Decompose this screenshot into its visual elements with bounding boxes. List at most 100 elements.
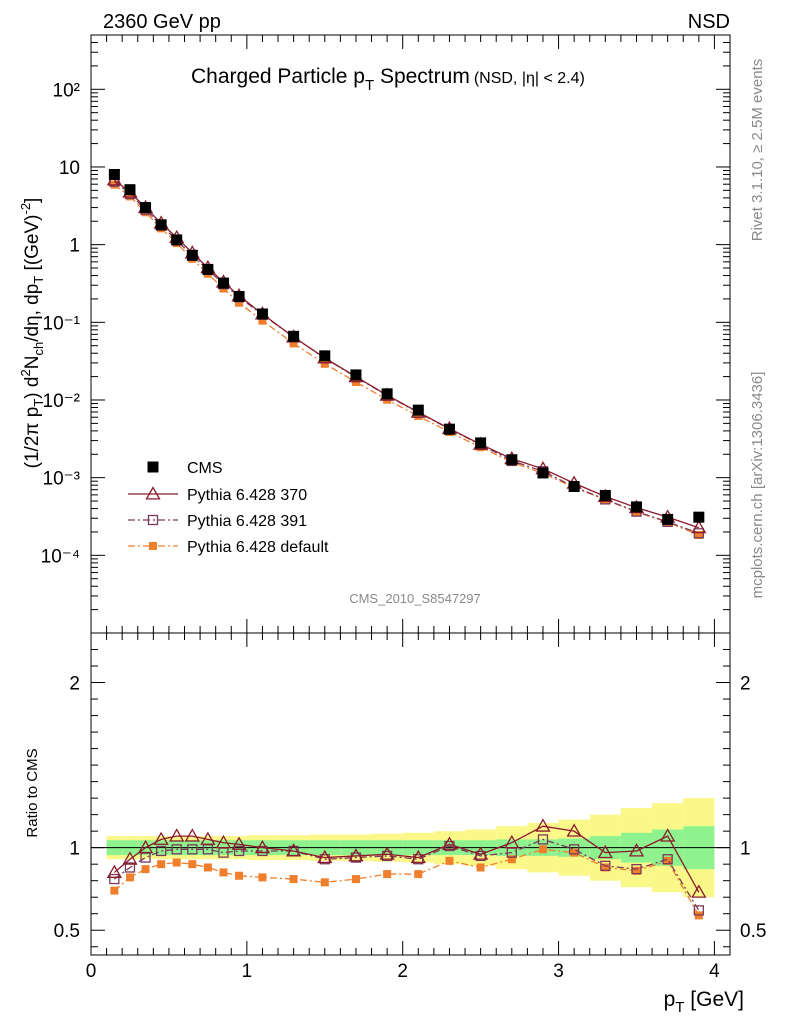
lower-series-point bbox=[215, 834, 232, 849]
lower-y-tick-label-left: 2 bbox=[69, 674, 80, 695]
upper-y-tick-label: 10⁻⁴ bbox=[41, 546, 80, 567]
cms-data-point bbox=[381, 388, 393, 400]
lower-series-point bbox=[289, 875, 298, 884]
legend: CMS Pythia 6.428 370 Pythia 6.428 391 Pythi… bbox=[128, 460, 329, 556]
legend-label: Pythia 6.428 391 bbox=[187, 513, 307, 530]
lower-y-tick-label-right: 2 bbox=[740, 674, 751, 695]
upper-series-point bbox=[235, 298, 244, 307]
lower-series-point bbox=[691, 884, 707, 898]
lower-series-point bbox=[628, 843, 645, 857]
lower-series-line bbox=[113, 838, 700, 911]
lower-series-point bbox=[141, 865, 150, 874]
lower-series-point bbox=[351, 875, 360, 884]
upper-series-point bbox=[289, 339, 298, 348]
lower-series-point bbox=[231, 836, 247, 850]
legend-marker bbox=[147, 461, 159, 473]
x-axis-label: pT [GeV] bbox=[664, 988, 744, 1016]
legend-marker bbox=[149, 542, 157, 550]
lower-series-point bbox=[317, 849, 333, 864]
x-tick-label: 4 bbox=[709, 961, 720, 982]
cms-data-point bbox=[537, 467, 549, 479]
mcplots-reference-text: mcplots.cern.ch [arXiv:1306.3436] bbox=[749, 372, 766, 599]
cms-data-point bbox=[350, 369, 362, 381]
lower-series-point bbox=[537, 834, 549, 845]
cms-data-point bbox=[140, 202, 152, 214]
lower-series-point bbox=[137, 839, 154, 854]
lower-series-point bbox=[414, 870, 423, 879]
cms-data-point bbox=[256, 308, 268, 320]
cms-data-point bbox=[319, 350, 331, 362]
svg-text:(1/2π pT) d2Nch/dη, dpT [(GeV): (1/2π pT) d2Nch/dη, dpT [(GeV)-2] bbox=[18, 198, 46, 469]
lower-series-point bbox=[124, 862, 136, 873]
upper-y-tick-label: 10⁻³ bbox=[43, 469, 81, 490]
lower-series-point bbox=[153, 831, 169, 845]
lower-series-point bbox=[285, 843, 302, 857]
lower-series-point bbox=[504, 834, 520, 849]
lower-series-line bbox=[113, 848, 700, 916]
lower-series-point bbox=[235, 871, 244, 880]
cms-data-point bbox=[568, 480, 580, 492]
upper-y-tick-label: 1 bbox=[69, 236, 80, 257]
lower-series-point bbox=[106, 864, 122, 878]
upper-y-axis-label: (1/2π pT) d2Nch/dη, dpT [(GeV)-2] bbox=[18, 198, 46, 469]
lower-series-point bbox=[172, 858, 181, 867]
cms-data-point bbox=[412, 404, 424, 416]
lower-series-point bbox=[441, 836, 458, 850]
lower-series-point bbox=[632, 866, 641, 875]
cms-data-point bbox=[662, 513, 674, 525]
cms-data-point bbox=[171, 234, 183, 246]
data-series bbox=[106, 168, 707, 920]
legend-marker bbox=[147, 514, 159, 526]
upper-y-tick-label: 10 bbox=[59, 158, 80, 179]
lower-series-point bbox=[200, 831, 216, 845]
upper-series-point bbox=[320, 359, 329, 368]
header-left: 2360 GeV pp bbox=[103, 11, 221, 33]
lower-series-point bbox=[379, 846, 395, 860]
lower-series-point bbox=[257, 845, 268, 857]
lower-series-point bbox=[601, 863, 610, 872]
lower-series-point bbox=[662, 854, 673, 865]
rivet-version-text: Rivet 3.1.10, ≥ 2.5M events bbox=[749, 59, 766, 242]
lower-series-point bbox=[258, 873, 267, 882]
lower-series-point bbox=[445, 856, 454, 865]
upper-y-tick-label: 10⁻¹ bbox=[43, 313, 81, 334]
lower-series-point bbox=[600, 860, 611, 871]
legend-label: Pythia 6.428 370 bbox=[187, 487, 307, 504]
lower-series-point bbox=[631, 863, 642, 875]
cms-data-point bbox=[186, 249, 198, 261]
upper-series-point bbox=[414, 412, 423, 421]
lower-y-tick-label-right: 1 bbox=[740, 839, 751, 860]
cms-data-point bbox=[693, 511, 705, 523]
lower-series-point bbox=[109, 873, 120, 885]
lower-series-point bbox=[568, 844, 580, 855]
lower-series-point bbox=[171, 844, 182, 855]
lower-series-point bbox=[693, 905, 704, 916]
cms-data-point bbox=[475, 437, 487, 449]
lower-series-point bbox=[663, 856, 672, 865]
lower-y-tick-label-left: 0.5 bbox=[54, 921, 80, 942]
lower-series-point bbox=[507, 855, 516, 864]
legend-marker bbox=[145, 486, 161, 500]
lower-series-point bbox=[660, 828, 676, 842]
lower-y-tick-label-left: 1 bbox=[69, 839, 80, 860]
lower-series-point bbox=[155, 845, 167, 857]
upper-series-line bbox=[113, 181, 700, 534]
lower-series-point bbox=[188, 860, 197, 869]
x-tick-label: 1 bbox=[242, 961, 253, 982]
lower-series-point bbox=[570, 848, 579, 857]
lower-series-point bbox=[410, 849, 426, 864]
lower-series-point bbox=[383, 870, 392, 879]
axes-ticks: 0 1 2 3 4 10⁻⁴ 10⁻³ 10⁻² 10⁻¹ 1 10 10² 0.5 0.5 1 1 2 2 bbox=[41, 34, 766, 982]
upper-y-tick-label: 10² bbox=[53, 80, 80, 101]
cms-data-point bbox=[124, 184, 136, 196]
lower-series-point bbox=[476, 863, 485, 872]
x-tick-label: 3 bbox=[553, 961, 564, 982]
lower-series-point bbox=[122, 851, 138, 865]
upper-series-point bbox=[694, 530, 703, 539]
upper-series-point bbox=[691, 519, 707, 534]
lower-series-point bbox=[169, 828, 185, 842]
x-tick-label: 2 bbox=[397, 961, 408, 982]
upper-series-line bbox=[113, 184, 700, 536]
lower-series-point bbox=[219, 868, 228, 877]
